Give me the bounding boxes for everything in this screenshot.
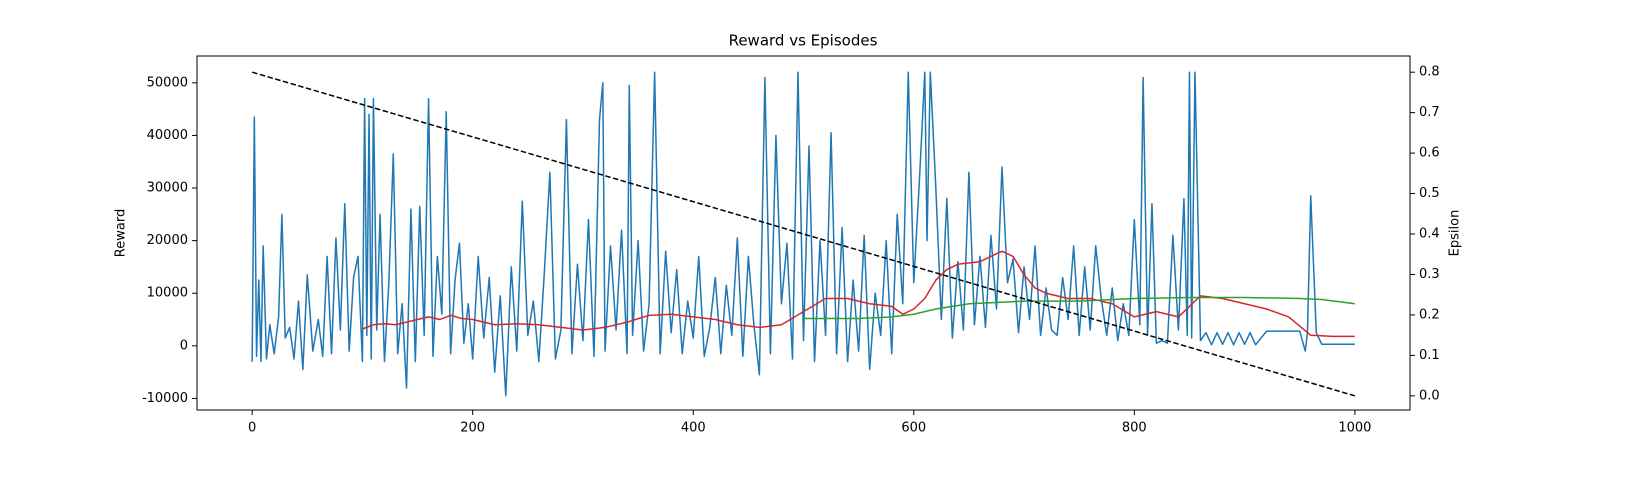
- y2-tick-label: 0.1: [1419, 348, 1440, 363]
- y-tick-label: 0: [180, 338, 188, 353]
- plot-frame: [196, 55, 1411, 411]
- series-line: [803, 296, 1355, 320]
- y2-tick-label: 0.7: [1419, 105, 1440, 120]
- y2-axis-label: Epsilon: [1448, 210, 1463, 257]
- y-tick-label: 40000: [147, 128, 188, 143]
- chart-title: Reward vs Episodes: [729, 32, 878, 50]
- y-tick-label: 30000: [147, 181, 188, 196]
- y2-tick-label: 0.0: [1419, 388, 1440, 403]
- y-axis-label: Reward: [114, 209, 129, 257]
- y-tick-label: 20000: [147, 233, 188, 248]
- y2-tick-label: 0.8: [1419, 65, 1440, 80]
- y-tick-label: 50000: [147, 75, 188, 90]
- y2-tick-label: 0.5: [1419, 186, 1440, 201]
- x-tick-label: 600: [901, 421, 926, 436]
- x-tick-label: 1000: [1338, 421, 1371, 436]
- series-line: [362, 250, 1355, 338]
- x-tick-label: 0: [248, 421, 256, 436]
- x-tick-label: 400: [681, 421, 706, 436]
- y2-tick-label: 0.6: [1419, 146, 1440, 161]
- y2-tick-label: 0.4: [1419, 227, 1440, 242]
- y2-tick-label: 0.2: [1419, 307, 1440, 322]
- y2-tick-label: 0.3: [1419, 267, 1440, 282]
- x-tick-label: 200: [460, 421, 485, 436]
- y-tick-label: 10000: [147, 286, 188, 301]
- y-tick-label: -10000: [142, 391, 188, 406]
- series-line: [251, 71, 1355, 397]
- x-tick-label: 800: [1122, 421, 1147, 436]
